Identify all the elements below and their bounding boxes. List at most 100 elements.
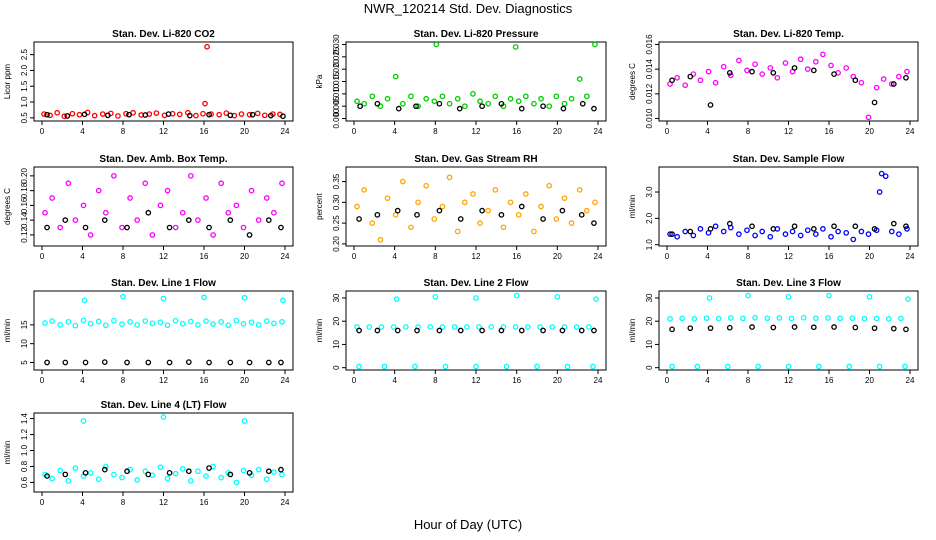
data-point — [503, 363, 510, 370]
data-point — [62, 471, 69, 478]
data-point — [488, 324, 495, 330]
x-tick-label: 8 — [746, 376, 751, 385]
y-tick-label: 10 — [645, 339, 654, 348]
data-point — [492, 187, 499, 193]
data-point — [210, 321, 216, 327]
data-point — [880, 76, 887, 82]
data-point — [812, 231, 819, 237]
x-tick-label: 20 — [553, 127, 562, 136]
data-point — [578, 211, 585, 218]
data-point — [744, 227, 750, 234]
data-point — [785, 363, 792, 370]
data-point — [278, 466, 284, 473]
data-point — [546, 103, 553, 110]
data-point — [463, 324, 470, 330]
x-tick-label: 16 — [512, 127, 521, 136]
data-point — [442, 363, 449, 370]
data-point — [759, 71, 766, 77]
data-point — [254, 110, 261, 117]
data-point — [80, 202, 87, 209]
data-point — [522, 191, 529, 197]
data-point — [123, 110, 129, 117]
plot-frame — [345, 290, 607, 371]
data-point — [755, 363, 761, 370]
plot-frame — [33, 412, 294, 493]
data-point — [831, 71, 837, 77]
data-point — [828, 233, 834, 240]
data-point — [361, 100, 368, 107]
data-point — [553, 216, 560, 222]
y-tick-label: 10 — [20, 339, 29, 348]
data-point — [485, 207, 492, 214]
data-point — [102, 209, 109, 216]
x-tick-label: 16 — [825, 376, 834, 385]
data-point — [576, 76, 583, 82]
data-point — [160, 414, 167, 420]
data-point — [903, 74, 909, 81]
data-point — [115, 113, 121, 119]
x-tick-label: 12 — [784, 252, 793, 261]
data-point — [279, 318, 285, 325]
data-point — [246, 359, 253, 366]
data-point — [538, 95, 544, 102]
data-point — [255, 217, 262, 224]
plot-frame — [345, 41, 607, 122]
data-point — [825, 315, 831, 321]
data-point — [42, 320, 48, 326]
data-point — [263, 195, 270, 201]
x-tick-label: 4 — [392, 376, 397, 385]
data-point — [579, 100, 586, 107]
data-point — [785, 293, 792, 300]
x-tick-label: 12 — [472, 252, 481, 261]
x-tick-label: 8 — [433, 376, 438, 385]
data-point — [890, 220, 897, 227]
y-tick-label: 5 — [20, 360, 29, 365]
x-tick-label: 24 — [906, 252, 915, 261]
data-point — [687, 325, 694, 332]
data-point — [592, 199, 598, 206]
data-point — [166, 359, 173, 366]
data-point — [831, 223, 837, 230]
x-tick-label: 12 — [159, 252, 168, 261]
data-point — [885, 316, 892, 322]
data-point — [667, 316, 673, 322]
x-tick-label: 12 — [159, 127, 168, 136]
data-point — [498, 327, 505, 334]
data-point — [145, 359, 152, 366]
data-point — [513, 292, 520, 299]
data-point — [492, 93, 499, 100]
data-point — [540, 216, 546, 222]
data-point — [843, 229, 850, 236]
x-tick-label: 8 — [746, 252, 751, 261]
data-point — [225, 209, 232, 216]
data-point — [669, 77, 675, 84]
data-point — [111, 471, 117, 478]
data-point — [846, 363, 853, 370]
data-point — [227, 471, 234, 478]
data-point — [896, 73, 902, 80]
data-point — [726, 220, 733, 227]
data-point — [858, 228, 865, 235]
data-point — [124, 359, 130, 366]
data-point — [408, 93, 414, 100]
data-point — [871, 226, 878, 232]
data-point — [873, 84, 880, 91]
y-axis-label: ml/min — [628, 319, 637, 343]
data-point — [227, 112, 234, 119]
data-point — [507, 95, 514, 102]
data-point — [473, 363, 479, 370]
data-point — [164, 322, 171, 329]
data-point — [395, 105, 402, 112]
data-point — [412, 363, 418, 370]
data-point — [507, 199, 514, 206]
data-point — [399, 100, 406, 107]
data-point — [498, 211, 505, 218]
data-point — [248, 319, 255, 326]
x-tick-label: 4 — [80, 127, 85, 136]
data-point — [694, 363, 701, 370]
data-point — [861, 315, 868, 322]
data-point — [49, 318, 55, 324]
data-point — [356, 363, 362, 370]
data-point — [531, 100, 537, 107]
